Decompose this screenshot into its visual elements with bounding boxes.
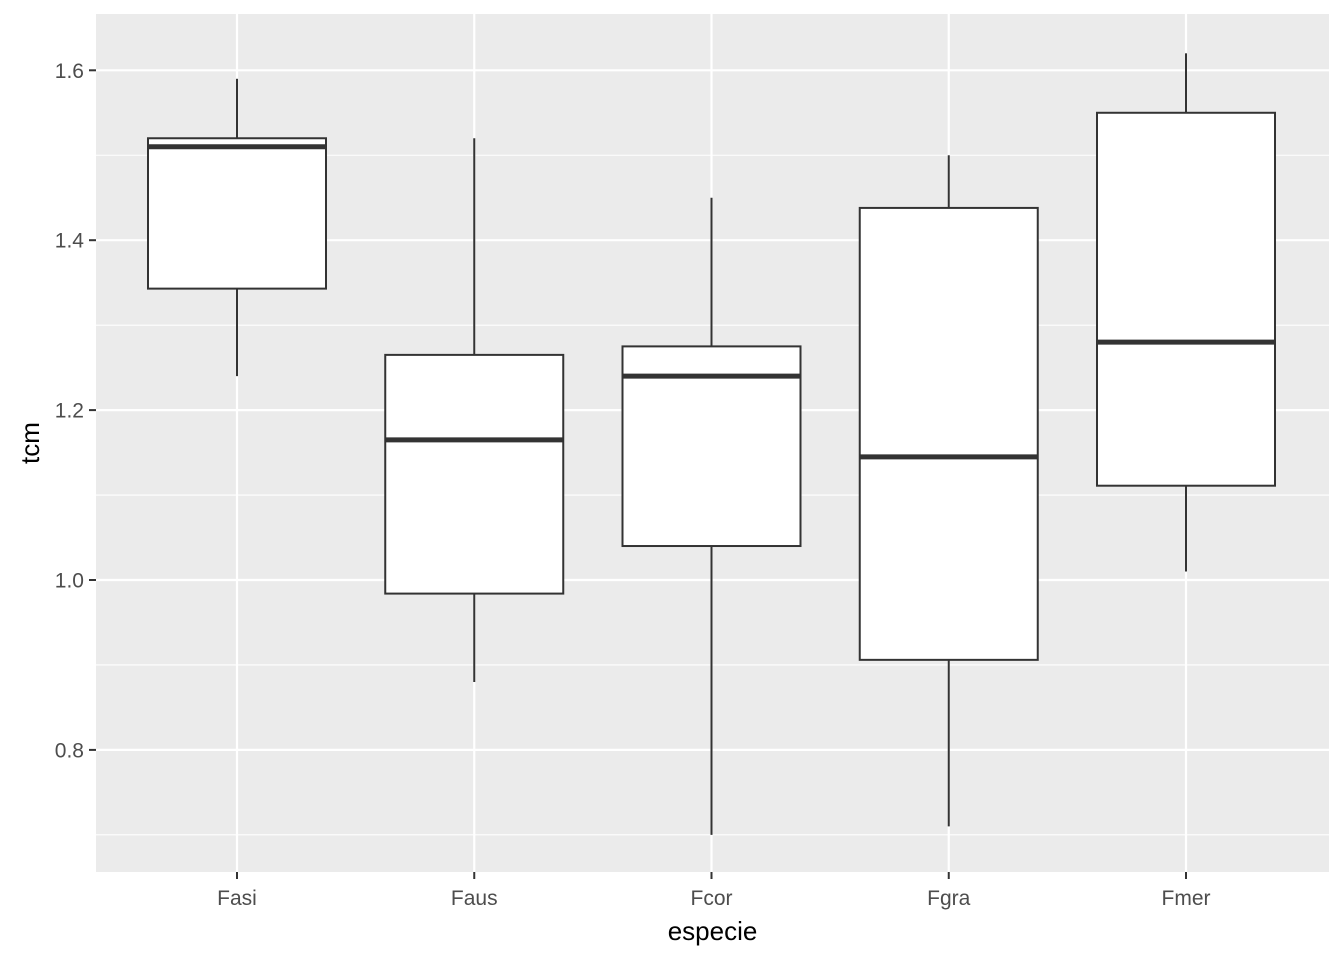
box-iqr	[858, 206, 1039, 661]
x-tick-label: Faus	[451, 887, 498, 910]
box-iqr	[147, 137, 327, 290]
y-tick-label: 1.0	[55, 570, 84, 593]
y-axis-title: tcm	[15, 422, 45, 464]
x-axis-ticks: Fasi Faus Fcor Fgra Fmer	[217, 872, 1211, 910]
y-tick-label: 1.6	[55, 60, 84, 83]
x-axis-title: especie	[668, 916, 758, 946]
y-tick-label: 1.2	[55, 400, 84, 423]
x-tick-label: Fcor	[691, 887, 733, 910]
x-tick-label: Fgra	[927, 887, 971, 910]
y-tick-label: 1.4	[55, 230, 85, 253]
y-axis-ticks: 0.8 1.0 1.2 1.4 1.6	[55, 60, 96, 762]
x-tick-label: Fasi	[217, 887, 257, 910]
box-fasi	[147, 78, 327, 377]
box-iqr	[1096, 111, 1276, 487]
box-faus	[384, 138, 565, 682]
box-fmer	[1096, 53, 1276, 572]
y-tick-label: 0.8	[55, 739, 84, 762]
box-fgra	[858, 155, 1039, 827]
box-series	[147, 53, 1276, 835]
box-fcor	[621, 197, 802, 835]
box-iqr	[621, 345, 802, 548]
x-tick-label: Fmer	[1162, 887, 1211, 910]
box-iqr	[384, 353, 565, 595]
